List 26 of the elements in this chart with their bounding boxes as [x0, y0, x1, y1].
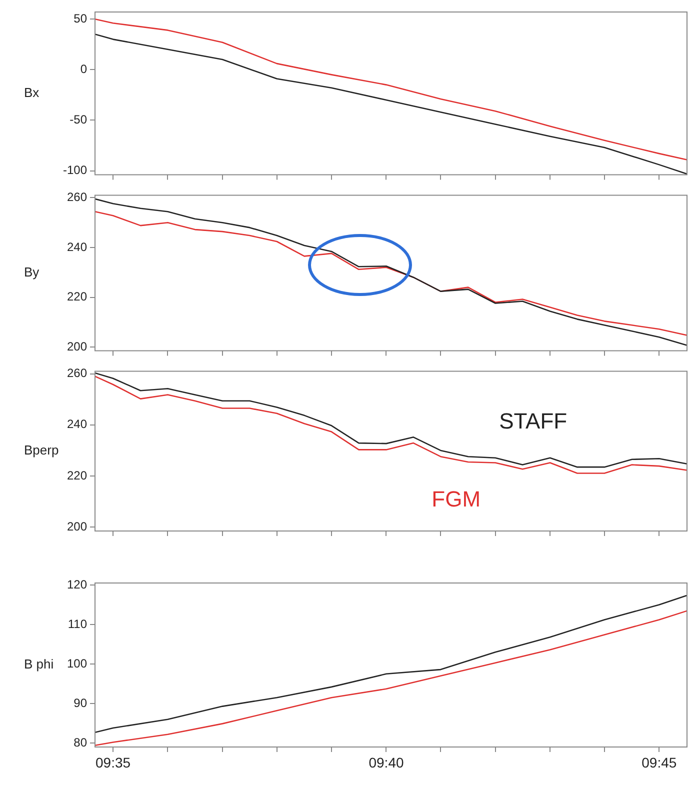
y-tick-label: 120	[66, 577, 88, 592]
y-tick-label: 200	[66, 519, 88, 534]
y-tick-label: 240	[66, 240, 88, 254]
y-tick-label: 220	[66, 290, 88, 304]
y-tick-label: 260	[66, 366, 88, 380]
y-axis-title: By	[24, 264, 40, 280]
y-tick-label: -50	[70, 112, 88, 127]
y-tick-label: 50	[74, 11, 88, 26]
x-tick-label: 09:35	[95, 754, 131, 770]
y-axis-title: B phi	[24, 656, 54, 672]
y-tick-label: 110	[68, 616, 88, 631]
x-tick-label: 09:40	[368, 754, 404, 770]
y-tick-label: 240	[66, 417, 88, 432]
y-tick-label: 0	[80, 62, 88, 76]
y-axis-title: Bx	[24, 84, 40, 100]
y-tick-label: 200	[66, 339, 88, 354]
y-tick-label: 260	[66, 190, 88, 204]
series-label: FGM	[432, 486, 481, 512]
series-label: STAFF	[499, 408, 568, 434]
x-tick-label: 09:45	[642, 754, 677, 770]
y-axis-title: Bperp	[24, 442, 59, 458]
y-tick-label: 80	[74, 735, 88, 750]
y-tick-label: 220	[66, 468, 88, 482]
y-tick-label: -100	[62, 163, 88, 178]
y-tick-label: 90	[74, 696, 88, 710]
y-tick-label: 100	[66, 656, 88, 670]
